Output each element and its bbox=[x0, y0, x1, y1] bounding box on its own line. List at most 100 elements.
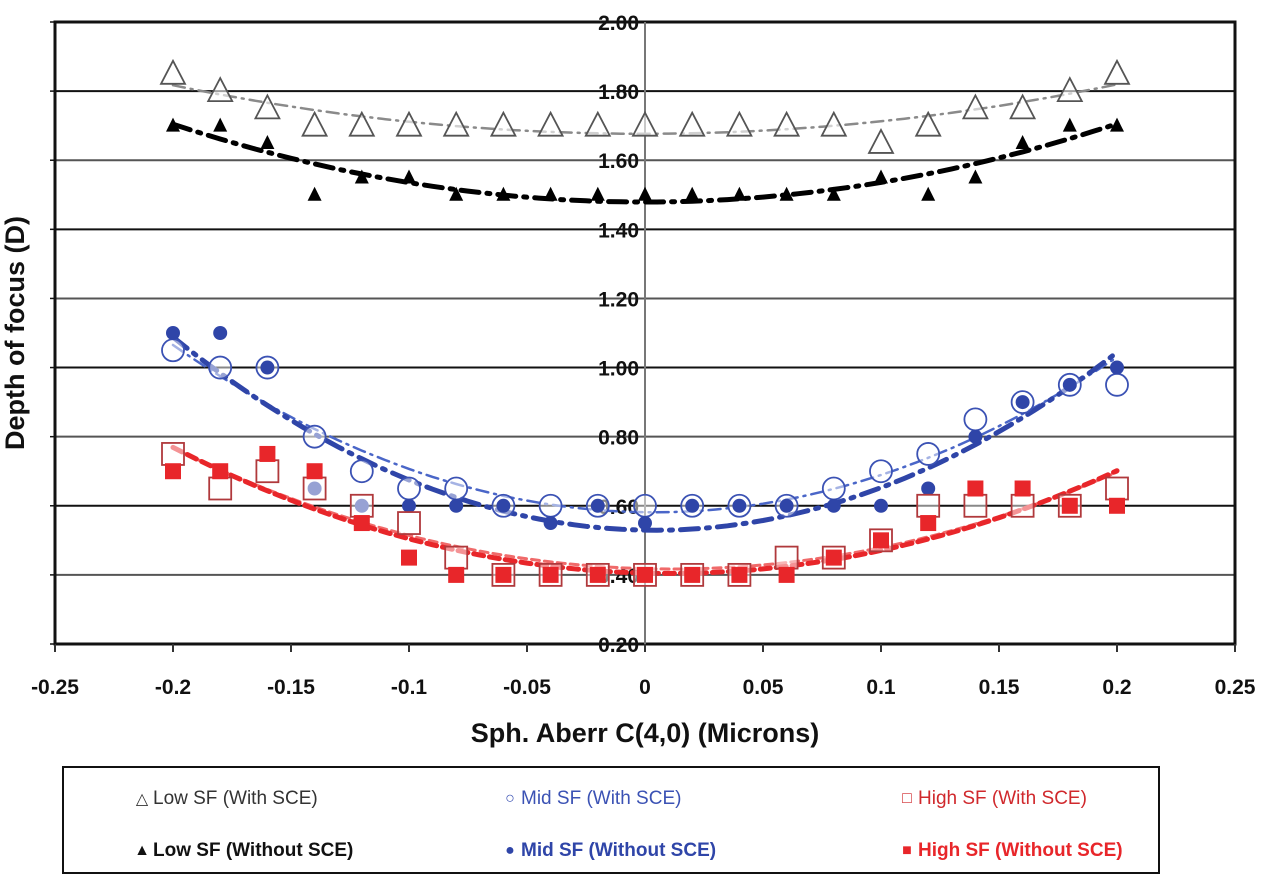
data-point bbox=[961, 93, 989, 120]
data-point bbox=[1056, 76, 1084, 103]
legend: △ Low SF (With SCE) ○ Mid SF (With SCE) … bbox=[62, 766, 1160, 874]
data-point bbox=[867, 127, 895, 154]
data-point bbox=[1015, 395, 1030, 410]
data-point bbox=[590, 186, 605, 201]
data-point bbox=[159, 58, 187, 85]
legend-item-high-without: ■ High SF (Without SCE) bbox=[899, 840, 1123, 862]
trendline bbox=[170, 444, 1120, 576]
x-tick-label: -0.05 bbox=[503, 676, 551, 699]
data-point bbox=[397, 476, 421, 501]
data-point bbox=[963, 407, 988, 432]
data-point bbox=[213, 326, 228, 340]
data-point bbox=[166, 326, 180, 340]
chart: -0.25 -0.2 -0.15 -0.1 -0.05 0 0.05 0.1 0.15 0.2 0.… bbox=[0, 12, 1256, 748]
data-point bbox=[773, 110, 801, 137]
y-axis-ticks: 0.200.400.600.801.001.201.401.601.802.00 bbox=[50, 12, 639, 657]
data-point bbox=[442, 110, 470, 137]
data-point bbox=[968, 429, 983, 444]
data-point bbox=[538, 493, 563, 518]
data-point bbox=[921, 481, 936, 496]
data-point bbox=[301, 110, 329, 137]
data-point bbox=[402, 169, 416, 184]
data-point bbox=[678, 110, 706, 137]
data-point bbox=[349, 493, 374, 518]
x-axis-title: Sph. Aberr C(4,0) (Microns) bbox=[471, 718, 820, 748]
data-point bbox=[874, 169, 888, 184]
x-tick-label: -0.2 bbox=[155, 676, 191, 699]
data-point bbox=[637, 566, 653, 583]
data-point bbox=[307, 186, 322, 201]
legend-item-low-without: ▲ Low SF (Without SCE) bbox=[134, 840, 353, 862]
legend-label: Mid SF (Without SCE) bbox=[521, 840, 717, 861]
data-points bbox=[159, 58, 1131, 587]
circle-open-icon: ○ bbox=[505, 790, 515, 807]
x-tick-label: 0.05 bbox=[743, 676, 784, 699]
data-point bbox=[921, 186, 936, 201]
y-tick-label: 1.00 bbox=[598, 358, 639, 381]
legend-label: Low SF (With SCE) bbox=[153, 788, 318, 809]
data-point bbox=[489, 110, 517, 137]
data-point bbox=[448, 566, 465, 583]
data-point bbox=[589, 566, 606, 583]
data-point bbox=[449, 498, 464, 513]
legend-label: Mid SF (With SCE) bbox=[521, 788, 682, 809]
data-point bbox=[821, 476, 846, 501]
trendline bbox=[170, 121, 1120, 205]
data-point bbox=[449, 186, 464, 201]
data-point bbox=[401, 549, 417, 566]
x-tick-label: 0 bbox=[639, 676, 651, 699]
y-tick-label: 1.20 bbox=[598, 288, 639, 311]
data-point bbox=[874, 498, 888, 513]
y-tick-label: 1.80 bbox=[598, 81, 639, 104]
data-point bbox=[1105, 372, 1129, 397]
data-point bbox=[963, 493, 988, 518]
data-point bbox=[1015, 134, 1030, 149]
data-point bbox=[395, 110, 423, 137]
data-point bbox=[631, 110, 659, 137]
data-point bbox=[731, 566, 748, 583]
legend-label: High SF (Without SCE) bbox=[918, 840, 1123, 861]
x-tick-label: 0.15 bbox=[979, 676, 1020, 699]
data-point bbox=[1103, 58, 1131, 85]
x-axis-ticks: -0.25 -0.2 -0.15 -0.1 -0.05 0 0.05 0.1 0.15 0.2 0.… bbox=[31, 644, 1256, 699]
data-point bbox=[208, 476, 233, 501]
data-point bbox=[212, 463, 229, 480]
y-tick-label: 0.80 bbox=[598, 427, 639, 450]
data-point bbox=[1105, 476, 1129, 501]
data-point bbox=[444, 476, 469, 501]
data-point bbox=[495, 566, 512, 583]
data-point bbox=[873, 532, 889, 549]
data-point bbox=[916, 442, 941, 466]
data-point bbox=[826, 186, 841, 201]
data-point bbox=[967, 480, 984, 497]
x-tick-label: -0.1 bbox=[391, 676, 428, 699]
legend-label: Low SF (Without SCE) bbox=[153, 840, 354, 861]
trendline bbox=[171, 343, 1119, 514]
x-tick-label: 0.2 bbox=[1102, 676, 1131, 699]
data-point bbox=[1110, 360, 1124, 375]
y-tick-label: 2.00 bbox=[598, 12, 639, 35]
data-point bbox=[825, 549, 842, 566]
data-point bbox=[302, 424, 327, 449]
data-point bbox=[1062, 377, 1077, 392]
legend-item-mid-without: ● Mid SF (Without SCE) bbox=[502, 840, 716, 862]
data-point bbox=[774, 545, 799, 570]
x-tick-label: -0.25 bbox=[31, 676, 79, 699]
legend-label: High SF (With SCE) bbox=[918, 788, 1087, 809]
data-point bbox=[779, 498, 794, 513]
data-point bbox=[1010, 493, 1035, 518]
data-point bbox=[496, 186, 511, 201]
square-open-icon: □ bbox=[902, 790, 912, 807]
x-tick-label: 0.25 bbox=[1215, 676, 1256, 699]
data-point bbox=[685, 186, 700, 201]
data-point bbox=[820, 110, 848, 137]
data-point bbox=[253, 93, 281, 120]
data-point bbox=[826, 498, 841, 513]
legend-item-high-with: □ High SF (With SCE) bbox=[899, 788, 1087, 810]
legend-item-mid-with: ○ Mid SF (With SCE) bbox=[502, 788, 681, 810]
triangle-open-icon: △ bbox=[135, 791, 149, 808]
data-point bbox=[161, 442, 185, 466]
data-point bbox=[165, 463, 181, 480]
data-point bbox=[348, 110, 376, 137]
data-point bbox=[543, 516, 558, 531]
